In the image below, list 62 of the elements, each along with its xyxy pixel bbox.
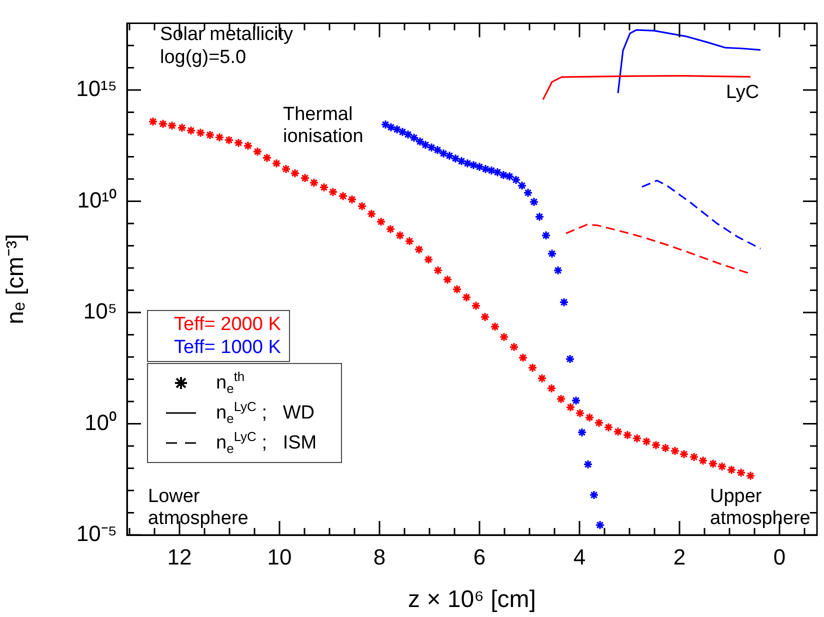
point <box>523 188 533 198</box>
text: Teff= 2000 K <box>174 313 281 336</box>
point <box>480 164 490 174</box>
point <box>553 266 563 276</box>
point <box>565 354 575 364</box>
point <box>529 197 539 207</box>
point <box>547 248 557 258</box>
point <box>462 158 472 168</box>
point <box>432 145 442 155</box>
annotation: Upper atmosphere <box>710 486 812 530</box>
annotation: Thermal ionisation <box>283 104 364 148</box>
point <box>438 148 448 158</box>
point <box>398 127 408 137</box>
point <box>426 142 436 152</box>
line-series <box>641 180 762 250</box>
point <box>415 136 425 146</box>
point <box>380 120 390 130</box>
point <box>498 170 508 180</box>
y-tick-label: 10⁻⁵ <box>76 521 117 546</box>
x-tick-label: 0 <box>773 544 786 570</box>
x-tick-label: 4 <box>573 544 586 570</box>
y-tick-label: 10⁵ <box>83 298 117 324</box>
point <box>468 160 478 170</box>
point <box>517 180 527 190</box>
annotation: Lower atmosphere <box>148 486 250 530</box>
point <box>392 124 402 134</box>
y-tick-label: 10¹⁵ <box>76 76 117 102</box>
point <box>450 154 460 164</box>
point <box>583 460 593 470</box>
x-tick-label: 2 <box>673 544 686 570</box>
point <box>577 428 587 438</box>
point <box>541 230 551 240</box>
annotation: n$_{e}$$^{LyC}$ ; WD <box>216 399 315 427</box>
point <box>444 150 454 161</box>
annotation: Solar metallicity <box>160 24 294 46</box>
x-tick-label: 10 <box>267 544 292 570</box>
point <box>474 162 484 172</box>
point <box>492 167 502 178</box>
y-axis-title: nₑ [cm⁻³] <box>2 234 30 324</box>
point <box>403 130 413 140</box>
annotation: n$_{e}$$^{LyC}$ ; ISM <box>216 429 317 457</box>
y-tick-label: 10¹⁰ <box>77 187 117 212</box>
x-tick-label: 8 <box>373 544 386 570</box>
point <box>511 175 521 185</box>
point <box>589 490 599 500</box>
x-tick-label: 6 <box>473 544 486 570</box>
point <box>534 212 544 222</box>
x-axis-title: z × 10⁶ [cm] <box>408 586 536 614</box>
point <box>420 140 430 150</box>
point <box>486 166 496 176</box>
point <box>571 396 581 406</box>
point <box>595 520 605 530</box>
point <box>504 172 514 182</box>
x-tick-label: 12 <box>167 544 192 570</box>
annotation: LyC <box>726 82 760 104</box>
point <box>456 156 466 166</box>
point <box>386 122 396 132</box>
annotation: log(g)=5.0 <box>160 47 246 69</box>
y-tick-label: 10⁰ <box>84 410 117 435</box>
point <box>409 132 419 143</box>
text: Teff= 1000 K <box>174 336 281 360</box>
point <box>559 297 569 307</box>
